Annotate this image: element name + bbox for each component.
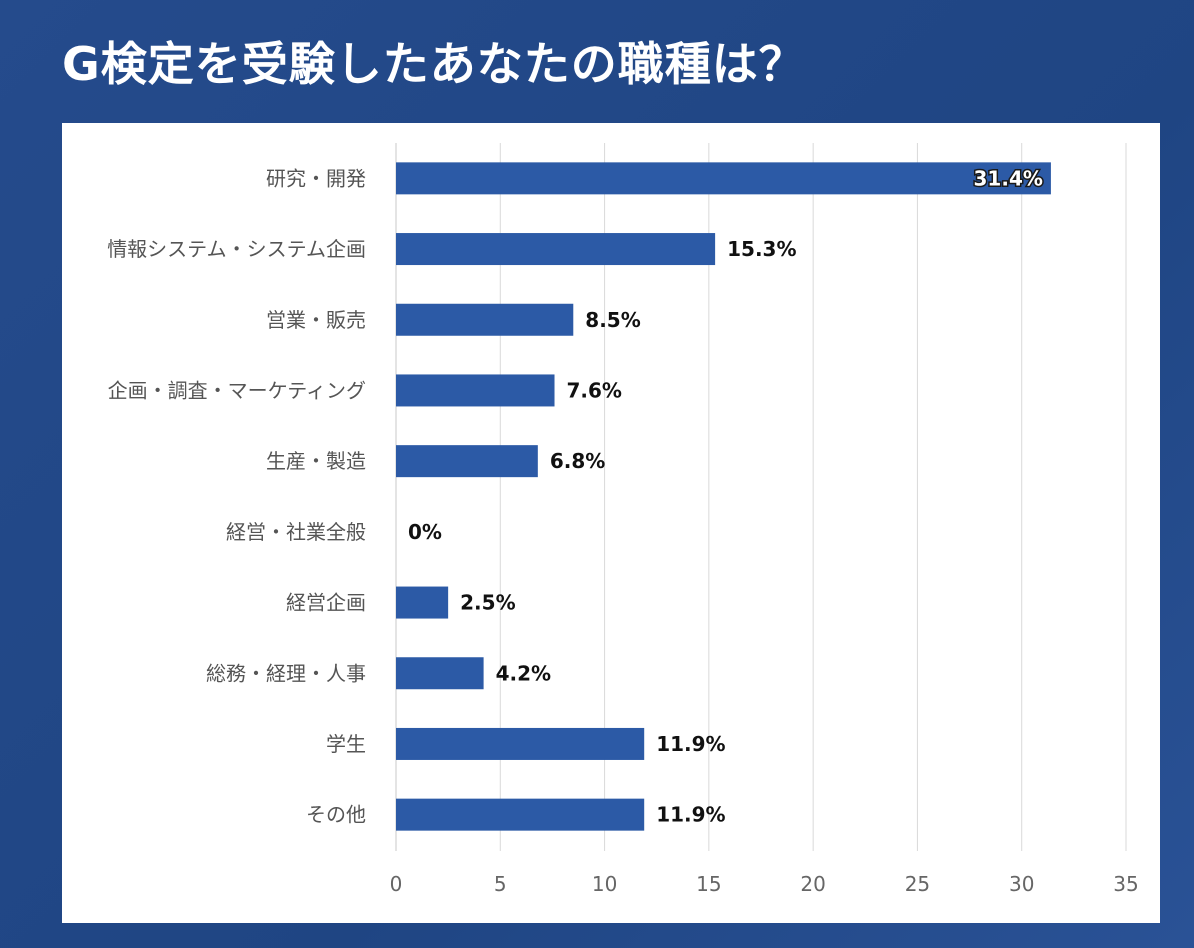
x-tick-label: 20 (800, 872, 825, 896)
bar (396, 374, 555, 407)
data-label: 6.8% (550, 449, 605, 473)
category-label: 経営・社業全般 (226, 520, 366, 544)
bar (396, 233, 716, 266)
x-tick-label: 25 (905, 872, 930, 896)
category-label: その他 (306, 803, 366, 827)
page-title: G検定を受験したあなたの職種は？ (62, 37, 806, 91)
category-label: 学生 (326, 732, 366, 756)
chart-panel: 0 5 10 15 20 25 30 35 研究・開発 31.4% 情報システム・システム企画 15.… (62, 123, 1160, 923)
data-label: 15.3% (727, 237, 796, 261)
bar (396, 798, 645, 831)
x-tick-label: 35 (1113, 872, 1138, 896)
x-tick-label: 10 (592, 872, 617, 896)
data-label: 0% (408, 520, 442, 544)
category-label: 経営企画 (286, 591, 366, 615)
category-label: 研究・開発 (266, 166, 366, 190)
data-label: 31.4% (974, 166, 1043, 190)
category-label: 企画・調査・マーケティング (108, 378, 366, 402)
category-label: 生産・製造 (266, 449, 366, 473)
bar (396, 657, 484, 690)
data-label: 11.9% (656, 732, 725, 756)
data-label: 7.6% (567, 378, 622, 402)
x-tick-label: 30 (1009, 872, 1034, 896)
data-label: 11.9% (656, 803, 725, 827)
bar (396, 303, 574, 336)
bar-chart: 0 5 10 15 20 25 30 35 研究・開発 31.4% 情報システム・システム企画 15.… (107, 143, 1139, 896)
bar (396, 445, 538, 478)
category-label: 総務・経理・人事 (206, 661, 366, 685)
data-label: 2.5% (460, 591, 515, 615)
bar (396, 727, 645, 760)
x-tick-label: 0 (390, 872, 403, 896)
x-tick-label: 5 (494, 872, 507, 896)
category-label: 情報システム・システム企画 (107, 237, 366, 261)
x-tick-label: 15 (696, 872, 721, 896)
data-label: 4.2% (496, 661, 551, 685)
bar (396, 586, 449, 619)
bar (396, 162, 1051, 195)
data-label: 8.5% (585, 308, 640, 332)
category-label: 営業・販売 (266, 308, 366, 332)
